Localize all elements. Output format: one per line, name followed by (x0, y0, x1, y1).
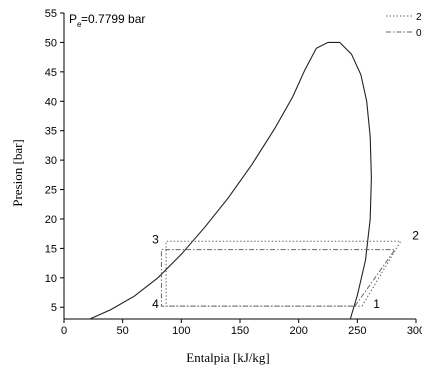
annotation-prefix: P (69, 12, 77, 26)
series-layer (89, 41, 402, 320)
saturation-dome-curve (89, 41, 372, 320)
x-tick-label: 100 (172, 325, 190, 337)
legend: 20 (386, 12, 422, 39)
x-tick-label: 150 (231, 325, 249, 337)
y-axis-ticks: 5 10 15 20 25 30 35 40 45 50 55 (45, 8, 64, 314)
state-point-label: 2 (412, 228, 419, 242)
y-tick-label: 25 (45, 185, 57, 197)
y-tick-label: 5 (51, 302, 57, 314)
cycle-dashdot-series (160, 249, 396, 307)
state-point-label: 4 (152, 297, 159, 311)
y-tick-label: 40 (45, 96, 57, 108)
x-tick-label: 0 (61, 325, 67, 337)
y-tick-label: 55 (45, 8, 57, 20)
cycle-dotted-series (165, 240, 402, 307)
y-tick-label: 30 (45, 155, 57, 167)
x-tick-label: 200 (289, 325, 307, 337)
x-axis-title: Entalpia [kJ/kg] (186, 350, 269, 365)
annotation-subscript: e (77, 20, 82, 29)
state-point-labels: 1 2 3 4 (152, 228, 419, 311)
annotation-value: =0.7799 bar (81, 12, 145, 26)
x-tick-label: 250 (348, 325, 366, 337)
y-tick-label: 10 (45, 273, 57, 285)
x-tick-label: 300 (407, 325, 422, 337)
pressure-annotation: P e =0.7799 bar (69, 12, 145, 29)
x-tick-label: 50 (117, 325, 129, 337)
y-axis-title: Presion [bar] (10, 139, 25, 207)
legend-label: 0 (416, 28, 422, 39)
y-tick-label: 50 (45, 37, 57, 49)
state-point-label: 3 (152, 232, 159, 246)
state-point-label: 1 (373, 297, 380, 311)
y-tick-label: 45 (45, 67, 57, 79)
y-tick-label: 15 (45, 243, 57, 255)
y-tick-label: 20 (45, 214, 57, 226)
y-tick-label: 35 (45, 126, 57, 138)
x-axis-ticks: 0 50 100 150 200 250 300 (61, 319, 422, 337)
legend-label: 2 (416, 12, 422, 23)
